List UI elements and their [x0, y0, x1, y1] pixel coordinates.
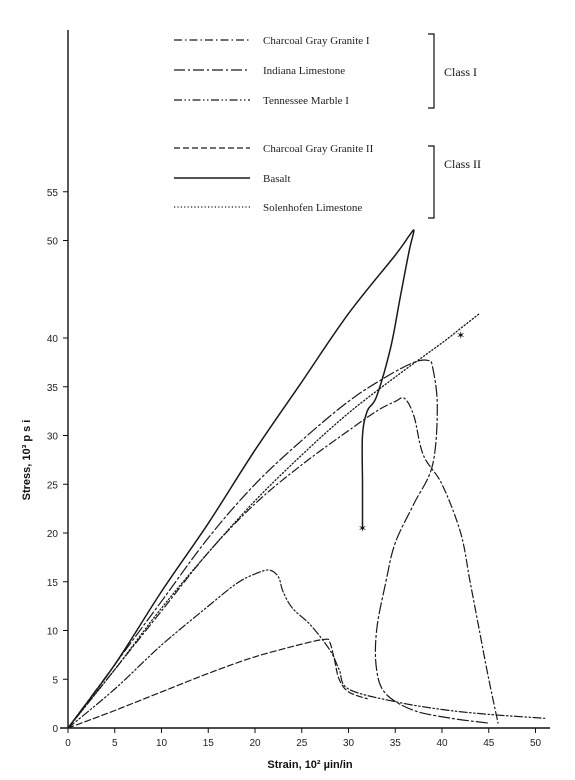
- failure-marker: ✶: [456, 329, 465, 342]
- legend: Charcoal Gray Granite I Indiana Limestone…: [174, 33, 481, 219]
- series-line-tennessee-marble-i: [67, 569, 546, 729]
- legend-label-basalt: Basalt: [263, 173, 291, 185]
- series-line-charcoal-gray-granite-i: [67, 397, 499, 729]
- class-1-bracket: [428, 33, 435, 109]
- x-tick-label: 30: [343, 738, 355, 749]
- series-layer: [67, 229, 546, 729]
- x-tick-label: 10: [156, 738, 168, 749]
- legend-label-tennessee-marble-i: Tennessee Marble I: [263, 95, 349, 107]
- x-tick-label: 45: [483, 738, 495, 749]
- x-tick-label: 40: [436, 738, 448, 749]
- y-tick-label: 55: [47, 188, 59, 199]
- axes: [60, 30, 550, 729]
- x-tick-label: 50: [530, 738, 542, 749]
- y-tick-label: 20: [47, 529, 59, 540]
- y-tick-label: 15: [47, 578, 59, 589]
- y-tick-label: 40: [47, 334, 59, 345]
- y-tick-label: 50: [47, 237, 59, 248]
- y-tick-label: 10: [47, 627, 59, 638]
- x-tick-label: 25: [296, 738, 308, 749]
- failure-marker: ✶: [358, 522, 367, 535]
- y-ticks: 0 5 10 15 20 25 30 35 40 50 55: [47, 188, 68, 735]
- x-tick-label: 5: [112, 738, 118, 749]
- legend-label-charcoal-gray-granite-i: Charcoal Gray Granite I: [263, 35, 370, 47]
- legend-label-charcoal-gray-granite-ii: Charcoal Gray Granite II: [263, 143, 374, 155]
- y-tick-label: 25: [47, 480, 59, 491]
- class-2-bracket: [428, 145, 435, 219]
- y-tick-label: 30: [47, 432, 59, 443]
- legend-label-solenhofen-limestone: Solenhofen Limestone: [263, 202, 362, 214]
- x-tick-label: 0: [65, 738, 71, 749]
- series-line-indiana-limestone: [67, 359, 490, 729]
- y-axis-title: Stress, 10³ p s i: [21, 420, 33, 501]
- y-tick-label: 5: [52, 675, 58, 686]
- legend-entries: Charcoal Gray Granite I Indiana Limestone…: [174, 35, 374, 214]
- series-line-solenhofen-limestone: [67, 312, 481, 729]
- x-tick-label: 20: [249, 738, 261, 749]
- x-tick-label: 35: [390, 738, 402, 749]
- marker-layer: ✶✶: [358, 329, 465, 535]
- class-2-label: Class II: [444, 157, 481, 171]
- series-line-basalt: [67, 229, 415, 729]
- x-axis-title: Strain, 10² µin/in: [267, 759, 352, 771]
- class-1-label: Class I: [444, 65, 477, 79]
- x-ticks: 0 5 10 15 20 25 30 35 40 45 50: [65, 728, 541, 749]
- series-line-charcoal-gray-granite-ii: [67, 638, 368, 729]
- legend-label-indiana-limestone: Indiana Limestone: [263, 65, 345, 77]
- y-tick-label: 0: [52, 724, 58, 735]
- x-tick-label: 15: [203, 738, 215, 749]
- y-tick-label: 35: [47, 383, 59, 394]
